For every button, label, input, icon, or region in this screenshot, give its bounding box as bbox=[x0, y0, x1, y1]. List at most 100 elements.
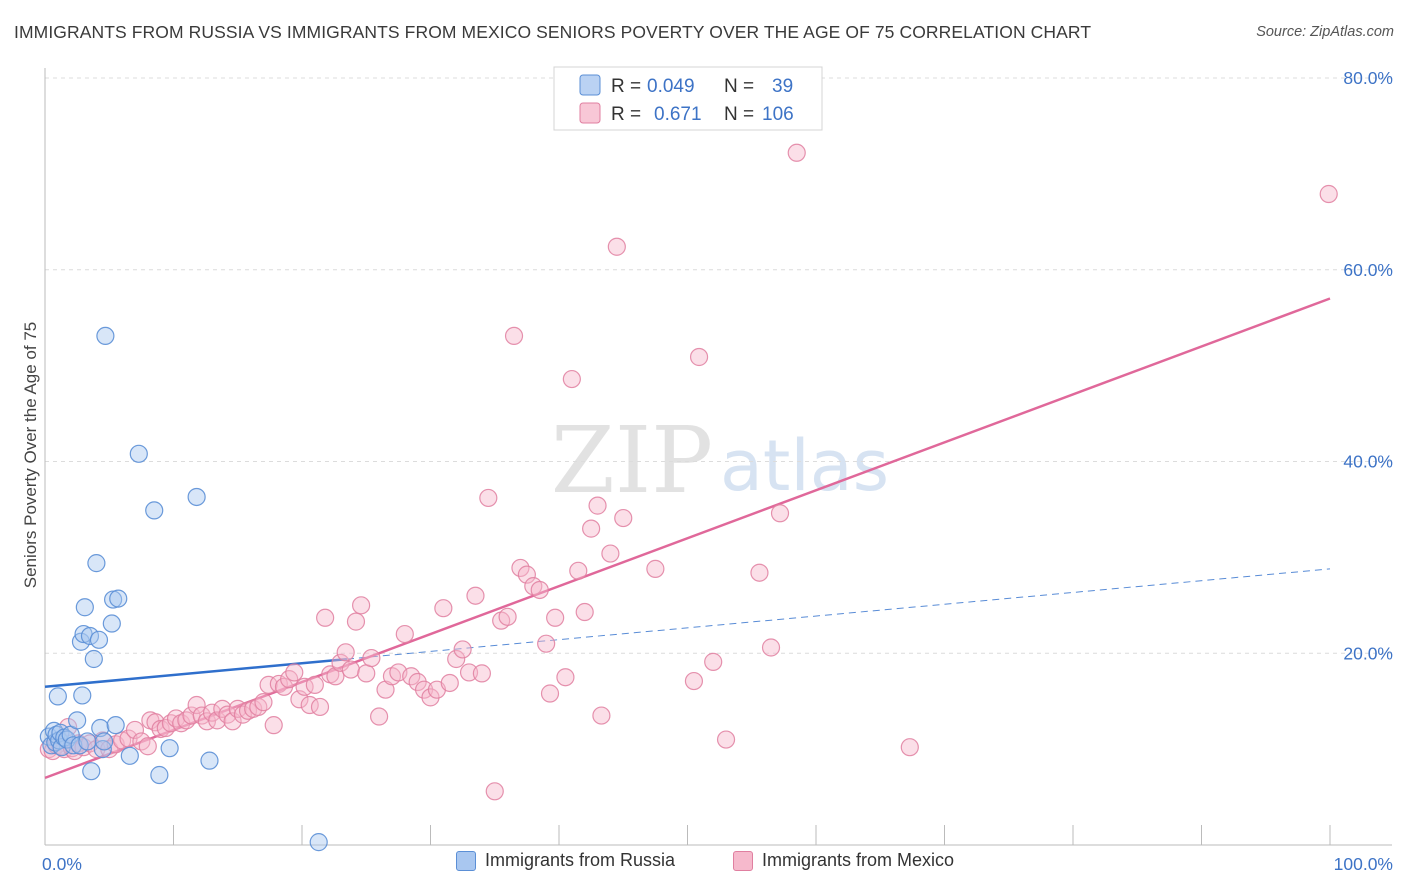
russia-point-31 bbox=[106, 716, 125, 735]
series-legend: Immigrants from Russia Immigrants from M… bbox=[0, 850, 1406, 878]
russia-r-value: 0.049 bbox=[647, 76, 695, 97]
watermark-zip: ZIP bbox=[551, 407, 713, 514]
legend-item-mexico: Immigrants from Mexico bbox=[733, 850, 954, 871]
mexico-point-78 bbox=[459, 663, 479, 682]
mexico-point-15 bbox=[112, 731, 132, 750]
mexico-point-98 bbox=[588, 496, 607, 515]
russia-trend-dashed bbox=[346, 568, 1331, 660]
legend-swatch-russia bbox=[456, 850, 476, 871]
russia-point-39 bbox=[200, 751, 219, 770]
russia-point-40 bbox=[309, 833, 328, 852]
source-label: Source: ZipAtlas.com bbox=[1256, 24, 1394, 40]
mexico-point-90 bbox=[537, 634, 556, 653]
watermark: ZIP atlas bbox=[551, 407, 889, 514]
mexico-point-87 bbox=[517, 565, 536, 584]
mexico-n-value: 106 bbox=[762, 104, 794, 125]
y-tick-label-3: 80.0% bbox=[1343, 68, 1393, 88]
russia-point-28 bbox=[96, 326, 115, 346]
mexico-point-19 bbox=[138, 737, 157, 756]
mexico-point-91 bbox=[540, 684, 560, 703]
russia-point-13 bbox=[68, 711, 87, 730]
russia-point-29 bbox=[102, 614, 121, 633]
mexico-point-79 bbox=[466, 586, 485, 605]
y-tick-label-1: 40.0% bbox=[1343, 452, 1393, 472]
y-tick-label-2: 60.0% bbox=[1343, 260, 1393, 280]
mexico-point-48 bbox=[285, 663, 304, 682]
mexico-point-29 bbox=[187, 695, 206, 715]
mexico-point-86 bbox=[511, 558, 530, 578]
russia-point-38 bbox=[187, 487, 206, 507]
mexico-point-75 bbox=[440, 673, 459, 693]
russia-point-12 bbox=[64, 736, 83, 755]
russia-point-16 bbox=[73, 686, 92, 705]
mexico-point-108 bbox=[750, 563, 769, 582]
mexico-point-54 bbox=[316, 608, 335, 627]
mexico-point-17 bbox=[125, 720, 145, 740]
mexico-point-81 bbox=[479, 488, 498, 508]
mexico-point-57 bbox=[331, 653, 350, 672]
russia-point-37 bbox=[160, 739, 179, 758]
russia-point-5 bbox=[48, 687, 67, 706]
mexico-point-96 bbox=[575, 602, 594, 622]
mexico-point-80 bbox=[472, 664, 491, 683]
mexico-point-100 bbox=[601, 544, 620, 563]
mexico-point-82 bbox=[485, 782, 504, 801]
mexico-point-77 bbox=[453, 640, 472, 659]
mexico-point-102 bbox=[614, 508, 633, 528]
mexico-point-111 bbox=[787, 143, 806, 162]
russia-point-22 bbox=[84, 649, 103, 669]
axes bbox=[44, 68, 1392, 846]
russia-point-18 bbox=[75, 598, 94, 617]
mexico-point-97 bbox=[582, 519, 601, 538]
chart-title: IMMIGRANTS FROM RUSSIA VS IMMIGRANTS FRO… bbox=[14, 22, 1092, 42]
y-tick-label-0: 20.0% bbox=[1343, 643, 1393, 663]
mexico-point-34 bbox=[213, 699, 232, 718]
mexico-point-63 bbox=[362, 648, 381, 668]
mexico-point-92 bbox=[546, 608, 565, 627]
mexico-point-106 bbox=[704, 652, 723, 671]
russia-point-30 bbox=[104, 590, 123, 609]
russia-r-label: R = bbox=[611, 76, 641, 97]
mexico-point-107 bbox=[716, 730, 736, 749]
y-axis-label: Seniors Poverty Over the Age of 75 bbox=[21, 322, 40, 588]
russia-point-32 bbox=[109, 589, 128, 608]
mexico-points bbox=[39, 143, 1338, 801]
stats-legend: R = 0.049 N = 39 R = 0.671 N = 106 bbox=[553, 66, 823, 131]
mexico-point-44 bbox=[264, 716, 283, 735]
mexico-point-53 bbox=[310, 697, 330, 717]
mexico-swatch bbox=[579, 102, 601, 124]
mexico-point-85 bbox=[504, 326, 524, 346]
legend-label-mexico: Immigrants from Mexico bbox=[762, 850, 955, 870]
mexico-point-33 bbox=[208, 711, 227, 730]
russia-point-36 bbox=[150, 765, 169, 785]
legend-swatch-mexico bbox=[733, 850, 753, 871]
mexico-point-113 bbox=[1319, 184, 1338, 204]
x-tick-label-1: 100.0% bbox=[1334, 854, 1393, 874]
russia-swatch bbox=[579, 74, 601, 96]
russia-point-27 bbox=[95, 732, 114, 751]
russia-point-25 bbox=[91, 718, 110, 738]
mexico-point-101 bbox=[607, 237, 626, 256]
russia-point-24 bbox=[89, 630, 109, 649]
legend-item-russia: Immigrants from Russia bbox=[456, 850, 675, 871]
russia-points bbox=[39, 326, 328, 852]
mexico-point-84 bbox=[498, 607, 517, 626]
x-tick-label-0: 0.0% bbox=[42, 854, 82, 874]
mexico-point-99 bbox=[592, 706, 611, 725]
mexico-point-26 bbox=[172, 714, 191, 733]
russia-n-value: 39 bbox=[772, 76, 793, 97]
mexico-r-value: 0.671 bbox=[654, 104, 702, 125]
mexico-point-103 bbox=[646, 559, 665, 578]
mexico-point-94 bbox=[562, 369, 581, 389]
mexico-point-52 bbox=[305, 675, 324, 694]
mexico-point-112 bbox=[900, 738, 919, 757]
mexico-point-93 bbox=[556, 668, 575, 687]
russia-point-21 bbox=[82, 762, 101, 781]
mexico-n-label: N = bbox=[724, 104, 754, 125]
russia-point-20 bbox=[80, 626, 100, 646]
russia-point-33 bbox=[120, 746, 139, 765]
mexico-point-110 bbox=[770, 504, 790, 523]
mexico-point-60 bbox=[346, 612, 366, 631]
mexico-point-104 bbox=[684, 671, 704, 691]
mexico-r-label: R = bbox=[611, 104, 641, 125]
